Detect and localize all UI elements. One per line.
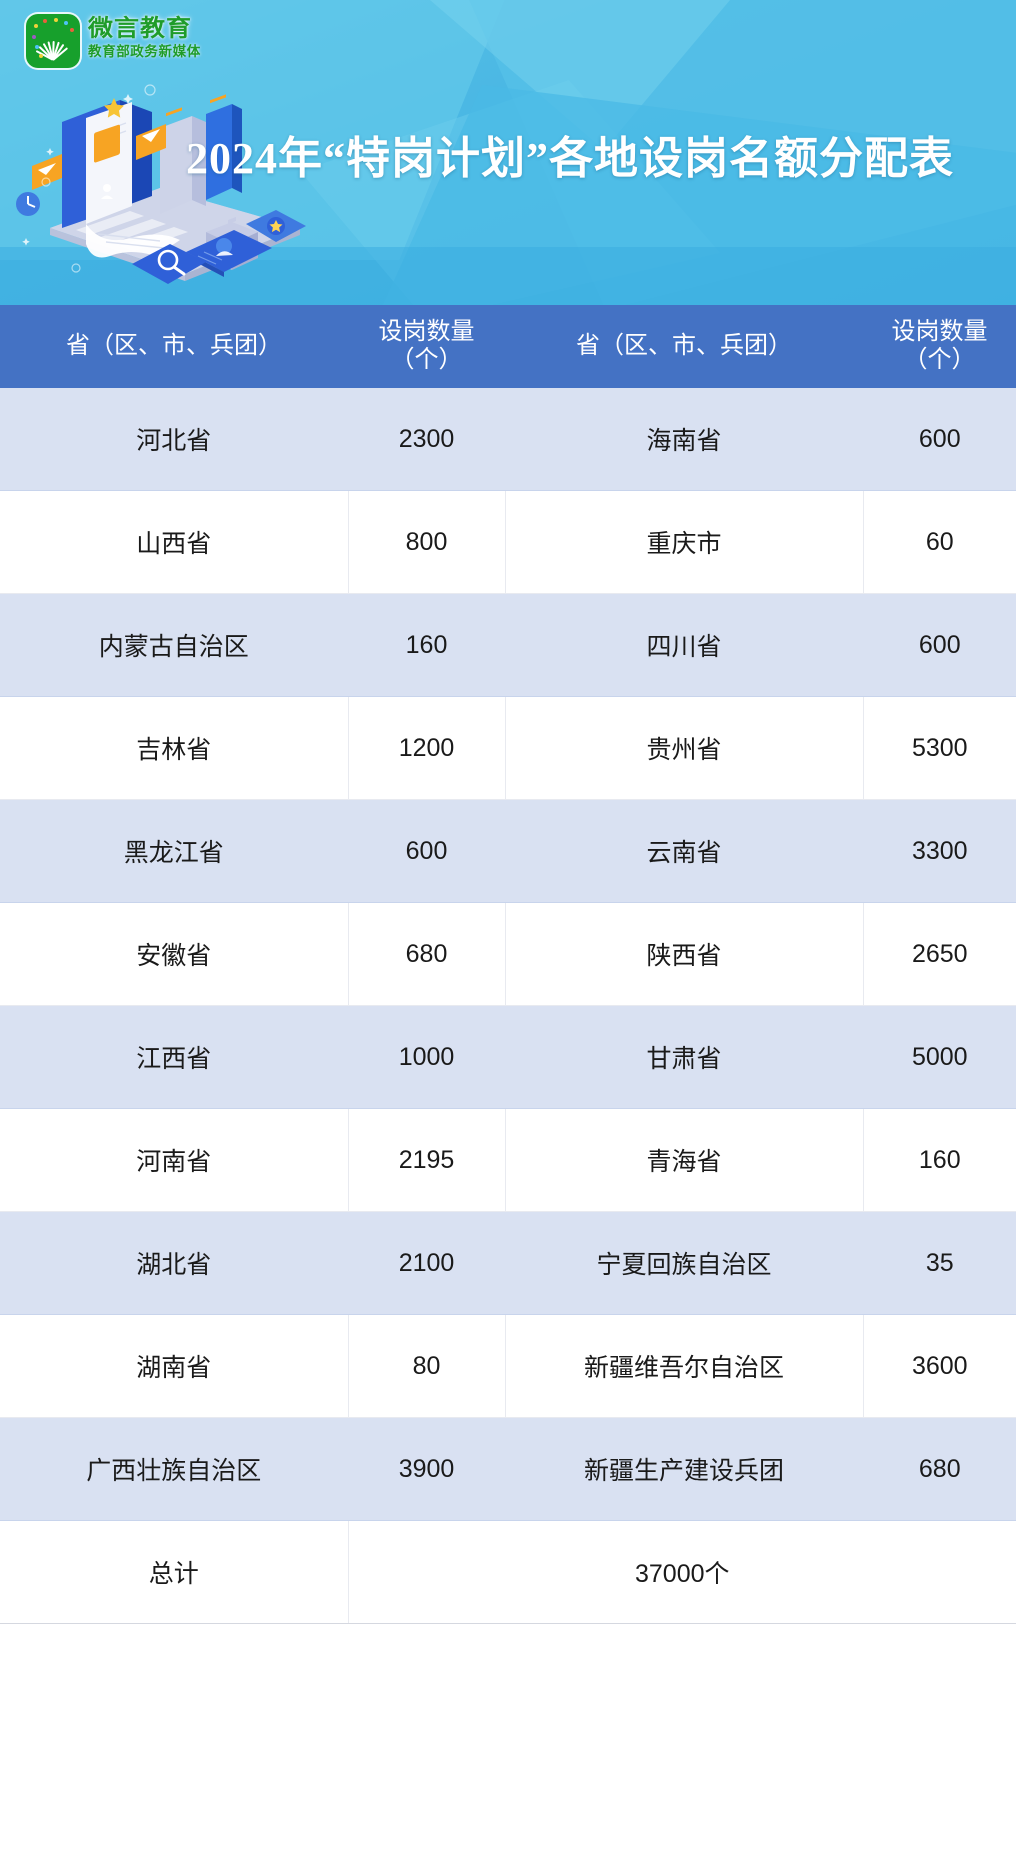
brand-logo[interactable]: 微言教育 教育部政务新媒体	[26, 14, 201, 68]
header-banner: 微言教育 教育部政务新媒体	[0, 0, 1016, 305]
count-cell-right: 35	[863, 1211, 1016, 1315]
region-cell-left: 内蒙古自治区	[0, 593, 349, 697]
count-cell-left: 80	[348, 1314, 506, 1418]
count-cell-left: 680	[348, 902, 506, 1006]
table-header-row: 省（区、市、兵团） 设岗数量 （个） 省（区、市、兵团） 设岗数量 （个）	[0, 305, 1016, 388]
table-body: 河北省 2300 海南省 600 山西省 800 重庆市 60 内蒙古自治区 160 四川省 600 吉…	[0, 388, 1016, 1624]
region-cell-left: 河南省	[0, 1108, 349, 1212]
region-cell-right: 重庆市	[505, 490, 864, 594]
count-cell-right: 160	[863, 1108, 1016, 1212]
region-cell-right: 宁夏回族自治区	[505, 1211, 864, 1315]
region-cell-left: 河北省	[0, 388, 349, 491]
table-row: 安徽省 680 陕西省 2650	[0, 902, 1016, 1006]
count-cell-right: 600	[863, 593, 1016, 697]
table-row: 黑龙江省 600 云南省 3300	[0, 799, 1016, 903]
table-row: 吉林省 1200 贵州省 5300	[0, 696, 1016, 800]
table-row: 河南省 2195 青海省 160	[0, 1108, 1016, 1212]
count-label-right: 设岗数量	[891, 319, 988, 346]
count-cell-right: 5000	[863, 1005, 1016, 1109]
education-illustration	[10, 54, 340, 293]
count-cell-left: 160	[348, 593, 506, 697]
region-cell-right: 陕西省	[505, 902, 864, 1006]
region-cell-left: 安徽省	[0, 902, 349, 1006]
count-unit-right: （个）	[903, 346, 976, 373]
count-cell-left: 1200	[348, 696, 506, 800]
count-cell-right: 2650	[863, 902, 1016, 1006]
region-cell-right: 新疆维吾尔自治区	[505, 1314, 864, 1418]
table-row: 湖北省 2100 宁夏回族自治区 35	[0, 1211, 1016, 1315]
table-row: 河北省 2300 海南省 600	[0, 388, 1016, 491]
count-unit-left: （个）	[390, 346, 463, 373]
dandelion-logo-icon	[26, 14, 80, 68]
count-cell-right: 3600	[863, 1314, 1016, 1418]
page-title: 2024年“特岗计划”各地设岗名额分配表	[186, 134, 954, 183]
count-cell-right: 3300	[863, 799, 1016, 903]
count-cell-left: 2100	[348, 1211, 506, 1315]
count-cell-left: 2195	[348, 1108, 506, 1212]
total-label: 总计	[0, 1520, 349, 1624]
region-cell-left: 江西省	[0, 1005, 349, 1109]
region-cell-left: 黑龙江省	[0, 799, 349, 903]
column-header-count-right: 设岗数量 （个）	[863, 305, 1016, 388]
table-row: 江西省 1000 甘肃省 5000	[0, 1005, 1016, 1109]
count-cell-right: 5300	[863, 696, 1016, 800]
region-cell-right: 青海省	[505, 1108, 864, 1212]
column-header-region-left: 省（区、市、兵团）	[0, 305, 348, 388]
region-cell-left: 湖北省	[0, 1211, 349, 1315]
region-cell-left: 广西壮族自治区	[0, 1417, 349, 1521]
brand-name: 微言教育	[88, 14, 193, 41]
region-cell-right: 海南省	[505, 388, 864, 491]
region-cell-left: 吉林省	[0, 696, 349, 800]
region-cell-right: 云南省	[505, 799, 864, 903]
count-cell-right: 600	[863, 388, 1016, 491]
count-cell-left: 600	[348, 799, 506, 903]
table-row: 内蒙古自治区 160 四川省 600	[0, 593, 1016, 697]
region-cell-right: 贵州省	[505, 696, 864, 800]
column-header-count-left: 设岗数量 （个）	[348, 305, 505, 388]
table-row: 广西壮族自治区 3900 新疆生产建设兵团 680	[0, 1417, 1016, 1521]
allocation-table: 省（区、市、兵团） 设岗数量 （个） 省（区、市、兵团） 设岗数量 （个） 河北…	[0, 305, 1016, 1624]
table-row: 山西省 800 重庆市 60	[0, 490, 1016, 594]
count-cell-right: 60	[863, 490, 1016, 594]
region-cell-right: 四川省	[505, 593, 864, 697]
table-header: 省（区、市、兵团） 设岗数量 （个） 省（区、市、兵团） 设岗数量 （个）	[0, 305, 1016, 388]
table-total-row: 总计 37000个	[0, 1520, 1016, 1624]
region-cell-right: 新疆生产建设兵团	[505, 1417, 864, 1521]
count-cell-left: 2300	[348, 388, 506, 491]
total-value: 37000个	[348, 1520, 1016, 1624]
region-cell-right: 甘肃省	[505, 1005, 864, 1109]
count-label-left: 设岗数量	[378, 319, 475, 346]
count-cell-left: 1000	[348, 1005, 506, 1109]
count-cell-left: 3900	[348, 1417, 506, 1521]
table-row: 湖南省 80 新疆维吾尔自治区 3600	[0, 1314, 1016, 1418]
region-cell-left: 湖南省	[0, 1314, 349, 1418]
count-cell-right: 680	[863, 1417, 1016, 1521]
brand-subtitle: 教育部政务新媒体	[88, 44, 201, 60]
region-cell-left: 山西省	[0, 490, 349, 594]
column-header-region-right: 省（区、市、兵团）	[505, 305, 863, 388]
count-cell-left: 800	[348, 490, 506, 594]
